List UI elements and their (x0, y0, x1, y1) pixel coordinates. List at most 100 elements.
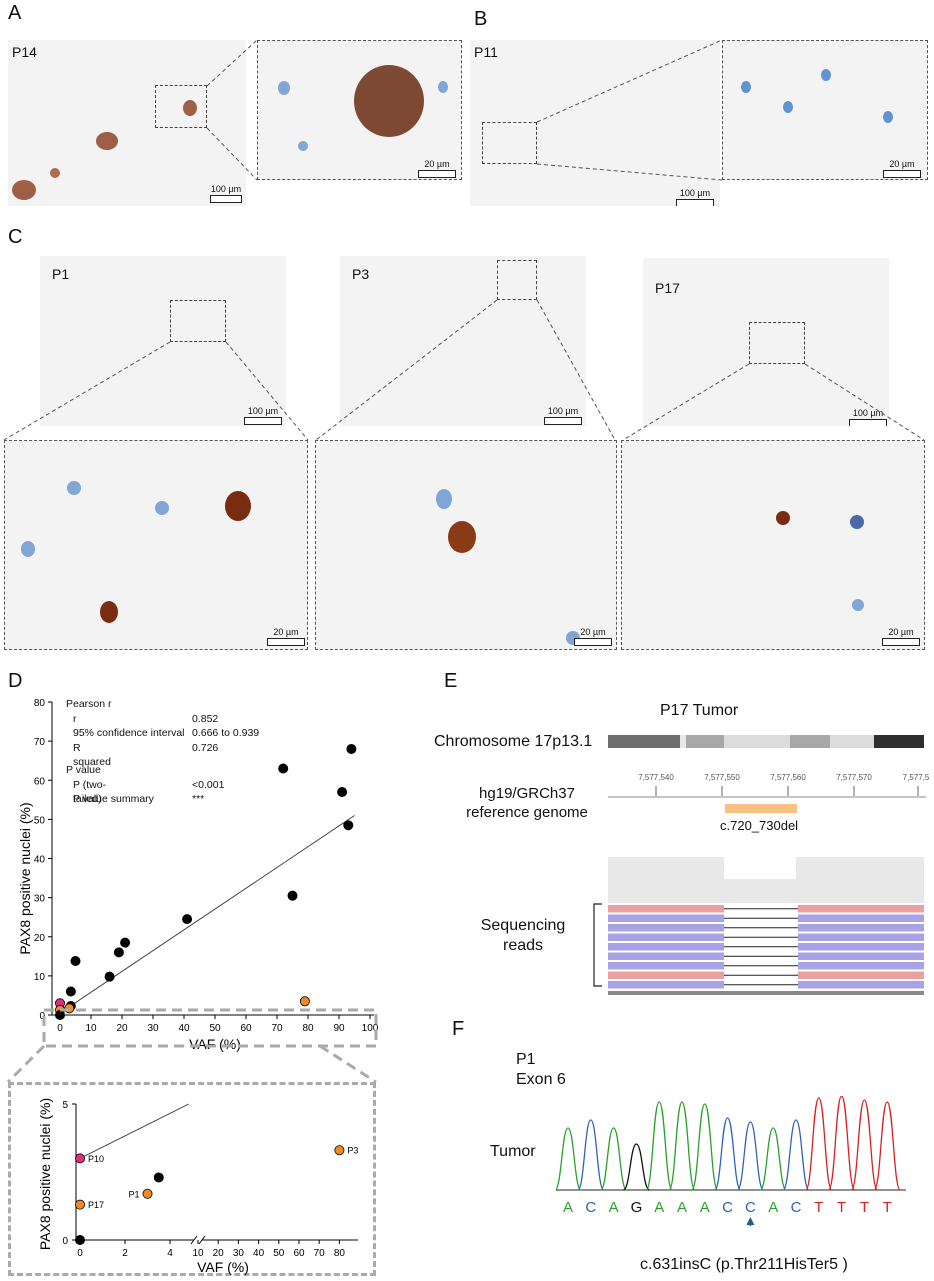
deletion-label: c.720_730del (720, 818, 799, 833)
base-call: C (585, 1199, 596, 1216)
sample-label-p1: P1 (52, 266, 70, 282)
micrograph-p17-high: 20 µm (621, 440, 925, 650)
read-segment (608, 905, 724, 913)
micrograph-p14-low: P14 100 µm (8, 40, 246, 206)
tick-label: 7,577,5 (903, 773, 930, 782)
base-call: A (609, 1199, 619, 1216)
data-point (142, 1188, 153, 1199)
data-point (75, 1199, 86, 1210)
regression-line (59, 815, 355, 1014)
y-tick-label: 40 (34, 855, 46, 866)
zoom-lines-a (206, 39, 258, 181)
read-segment (798, 914, 924, 922)
coverage-track (608, 857, 924, 903)
panel-label-d: D (8, 670, 23, 692)
stained-cell-cluster (354, 65, 424, 137)
zoom-region (170, 300, 226, 342)
igv-title: P17 Tumor (660, 702, 739, 719)
data-point (343, 820, 354, 831)
y-tick-label: 30 (34, 894, 46, 905)
data-point (113, 947, 124, 958)
stained-cluster (50, 168, 60, 178)
base-call: A (654, 1199, 664, 1216)
data-point (287, 890, 298, 901)
micrograph-p3-high: 20 µm (315, 440, 617, 650)
scale-bar: 100 µm (544, 406, 582, 425)
reference-label: hg19/GRCh37 reference genome (466, 785, 588, 821)
stained-cell (225, 491, 251, 521)
zoom-region (155, 85, 207, 128)
stained-cell (776, 511, 790, 525)
data-point (182, 914, 193, 925)
mutation-label: c.631insC (p.Thr211HisTer5 ) (640, 1256, 848, 1273)
stained-cluster (96, 132, 118, 150)
read-segment (608, 971, 724, 979)
nucleus (741, 81, 751, 93)
trace-peak (713, 1117, 742, 1191)
regression-line (79, 1103, 189, 1159)
stat-key: 95% confidence interval (73, 727, 185, 739)
nucleus (436, 489, 452, 509)
read-segment (798, 933, 924, 941)
tick-label: 7,577,560 (770, 773, 806, 782)
read-segment (798, 962, 924, 970)
data-point (334, 1145, 345, 1156)
zoom-region (482, 122, 537, 164)
inset-connector (6, 1008, 378, 1084)
inset-box (8, 1082, 376, 1276)
read-segment (608, 914, 724, 922)
stat-key: r (73, 712, 77, 725)
base-call: G (631, 1199, 643, 1216)
x-tick-label: 20 (116, 1023, 128, 1034)
y-tick-label: 5 (62, 1100, 68, 1111)
micrograph-p14-high: 20 µm (257, 40, 462, 180)
scale-bar: 100 µm (244, 406, 282, 425)
y-tick-label: 60 (34, 776, 46, 787)
trace-peak (782, 1119, 810, 1191)
nucleus (21, 541, 35, 557)
micrograph-p11-high: 20 µm (722, 40, 928, 180)
scale-bar: 100 µm (210, 184, 242, 203)
y-axis-label: PAX8 positive nuclei (%) (17, 802, 33, 954)
x-tick-label: 30 (147, 1023, 159, 1034)
read-segment (798, 905, 924, 913)
scatter-chart-inset: 0 2 4 10 20 30 40 50 60 70 80 0 5 VAF (%) PAX8 positiv… (37, 1098, 358, 1275)
read-segment (608, 962, 724, 970)
y-tick-label: 20 (34, 933, 46, 944)
x-tick-label: 10 (85, 1023, 97, 1034)
axis-break (190, 1235, 198, 1245)
scale-bar: 20 µm (882, 627, 920, 646)
x-tick-label: 70 (271, 1023, 283, 1034)
read-segment (798, 981, 924, 989)
x-tick-label: 50 (209, 1023, 221, 1034)
micrograph-p1-high: 20 µm (4, 440, 308, 650)
panel-label-e: E (444, 670, 458, 692)
x-tick-label: 80 (334, 1248, 346, 1259)
trace-peak (577, 1119, 605, 1191)
trace-peak (691, 1103, 719, 1191)
base-call: T (883, 1199, 892, 1216)
reads-bracket (593, 903, 602, 987)
stat-value: 0.666 to 0.939 (192, 727, 260, 739)
x-tick-label: 4 (167, 1248, 173, 1259)
reads-label: Sequencing reads (480, 917, 566, 954)
micrograph-p11-low: P11 100 µm (470, 40, 720, 206)
nucleus (821, 69, 831, 81)
nucleus (298, 141, 308, 151)
nucleus (155, 501, 169, 515)
tumor-label: Tumor (490, 1143, 536, 1160)
stat-value: *** (192, 793, 205, 805)
reads-footer (608, 991, 924, 995)
sample-label-p17: P17 (655, 280, 680, 296)
data-point (278, 763, 289, 774)
base-call: A (700, 1199, 710, 1216)
x-tick-label: 50 (273, 1248, 285, 1259)
data-point (75, 1153, 86, 1164)
y-axis-label: PAX8 positive nuclei (%) (37, 1098, 53, 1250)
read-segment (608, 952, 724, 960)
stats-box: Pearson r r 0.852 95% confidence interval… (66, 697, 259, 807)
stat-value: 0.852 (192, 712, 219, 725)
scale-bar: 20 µm (267, 627, 305, 646)
tick-label: 7,577,550 (704, 773, 740, 782)
